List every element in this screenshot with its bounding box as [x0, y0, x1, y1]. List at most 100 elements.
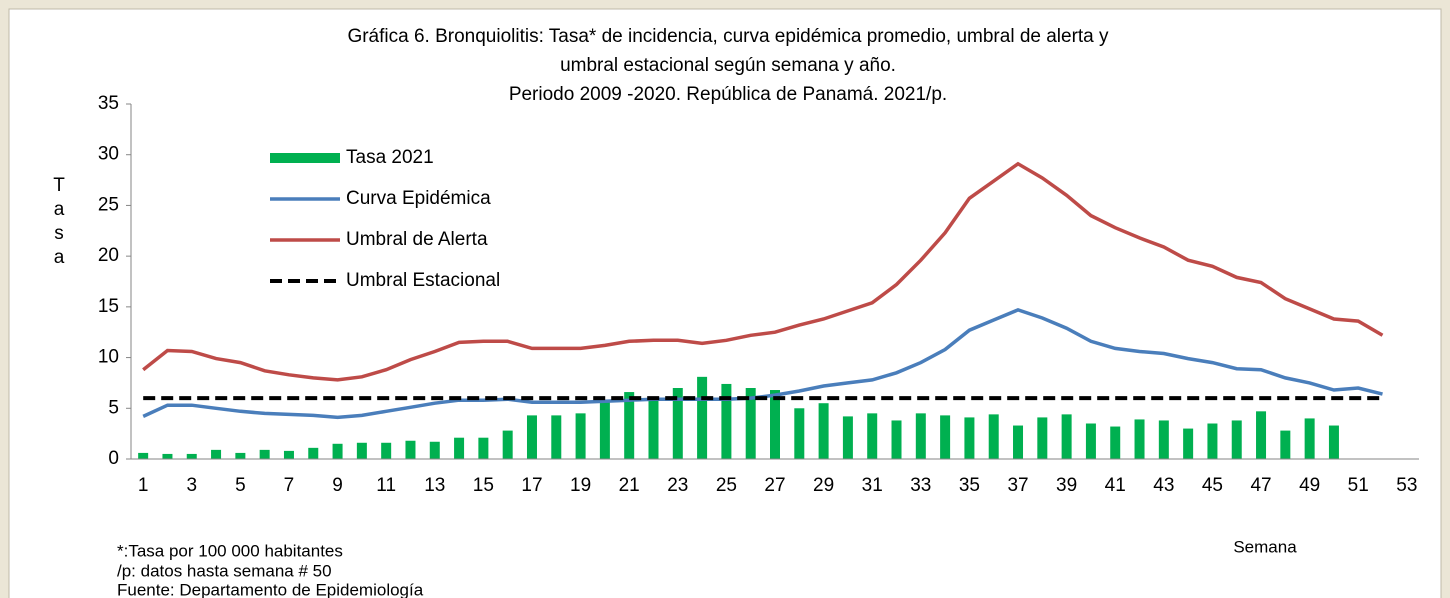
- x-tick-label: 5: [235, 475, 246, 496]
- x-tick-label: 41: [1105, 475, 1126, 496]
- bar: [211, 449, 222, 459]
- bar: [1085, 423, 1096, 459]
- x-tick-label: 7: [284, 475, 295, 496]
- y-tick-label: 30: [98, 144, 119, 165]
- bar: [405, 440, 416, 459]
- x-tick-label: 35: [959, 475, 980, 496]
- bar: [648, 400, 659, 459]
- x-tick-label: 13: [424, 475, 445, 496]
- x-tick-label: 21: [619, 475, 640, 496]
- bar: [332, 443, 343, 459]
- x-tick-label: 19: [570, 475, 591, 496]
- bar: [502, 430, 513, 459]
- x-tick-label: 43: [1153, 475, 1174, 496]
- bar: [964, 417, 975, 459]
- bar: [940, 415, 951, 459]
- bar: [1280, 430, 1291, 459]
- bar: [1110, 426, 1121, 459]
- legend-label: Curva Epidémica: [346, 188, 491, 209]
- x-tick-label: 49: [1299, 475, 1320, 496]
- bar: [429, 441, 440, 459]
- note: /p: datos hasta semana # 50: [117, 561, 332, 580]
- legend-swatch: [270, 153, 340, 163]
- y-tick-label: 5: [108, 397, 119, 418]
- bar: [624, 392, 635, 459]
- y-tick-label: 25: [98, 194, 119, 215]
- bar: [575, 413, 586, 459]
- bar: [672, 388, 683, 459]
- bar: [259, 449, 270, 459]
- x-tick-label: 51: [1348, 475, 1369, 496]
- legend-label: Tasa 2021: [346, 147, 434, 168]
- bar: [1304, 418, 1315, 459]
- y-tick-label: 0: [108, 448, 119, 469]
- bar: [988, 414, 999, 459]
- x-axis-label: Semana: [1233, 537, 1297, 556]
- x-tick-label: 17: [521, 475, 542, 496]
- bar: [1013, 425, 1024, 459]
- bar: [1207, 423, 1218, 459]
- y-tick-label: 20: [98, 245, 119, 266]
- bar: [745, 388, 756, 459]
- legend-label: Umbral de Alerta: [346, 229, 488, 250]
- x-tick-label: 25: [716, 475, 737, 496]
- x-tick-label: 39: [1056, 475, 1077, 496]
- bar: [235, 452, 246, 459]
- bar: [381, 442, 392, 459]
- bar: [794, 408, 805, 459]
- note: Fuente: Departamento de Epidemiología: [117, 580, 424, 598]
- x-tick-label: 47: [1250, 475, 1271, 496]
- y-tick-label: 35: [98, 93, 119, 114]
- bar: [1231, 420, 1242, 459]
- bar: [283, 450, 294, 459]
- bar: [308, 447, 319, 459]
- y-axis-label: Tasa: [53, 175, 65, 268]
- x-tick-label: 29: [813, 475, 834, 496]
- bar: [1158, 420, 1169, 459]
- bar: [526, 415, 537, 459]
- bar: [770, 390, 780, 459]
- x-tick-label: 45: [1202, 475, 1223, 496]
- legend-label: Umbral Estacional: [346, 270, 500, 291]
- bar: [818, 403, 829, 459]
- y-tick-label: 10: [98, 347, 119, 368]
- x-tick-label: 23: [667, 475, 688, 496]
- x-tick-label: 33: [910, 475, 931, 496]
- bar: [454, 437, 465, 459]
- bar: [551, 415, 562, 459]
- bar: [1328, 425, 1339, 459]
- bar: [867, 413, 878, 459]
- bar: [697, 376, 708, 459]
- bar: [1256, 411, 1267, 459]
- y-tick-label: 15: [98, 296, 119, 317]
- x-tick-label: 53: [1396, 475, 1417, 496]
- bar: [1134, 419, 1145, 459]
- bar: [1061, 414, 1072, 459]
- x-tick-label: 3: [186, 475, 197, 496]
- x-tick-label: 37: [1007, 475, 1028, 496]
- chart-title: Gráfica 6. Bronquiolitis: Tasa* de incid…: [347, 26, 1109, 47]
- x-tick-label: 31: [862, 475, 883, 496]
- bar: [599, 402, 610, 459]
- chart-title: umbral estacional según semana y año.: [560, 55, 896, 76]
- x-tick-label: 27: [764, 475, 785, 496]
- chart-panel: [8, 8, 1442, 598]
- bar: [721, 383, 732, 459]
- bar: [842, 416, 853, 459]
- bar: [162, 453, 173, 459]
- note: *:Tasa por 100 000 habitantes: [117, 541, 343, 560]
- bar: [138, 452, 149, 459]
- x-tick-label: 11: [376, 475, 396, 496]
- x-tick-label: 1: [138, 475, 149, 496]
- chart-title: Periodo 2009 -2020. República de Panamá.…: [509, 84, 947, 105]
- x-tick-label: 15: [473, 475, 494, 496]
- series-line: [142, 161, 1384, 382]
- bar: [186, 453, 197, 459]
- x-tick-label: 9: [332, 475, 343, 496]
- bar: [478, 437, 489, 459]
- bar: [891, 420, 902, 459]
- bar: [915, 413, 926, 459]
- bar: [1183, 428, 1194, 459]
